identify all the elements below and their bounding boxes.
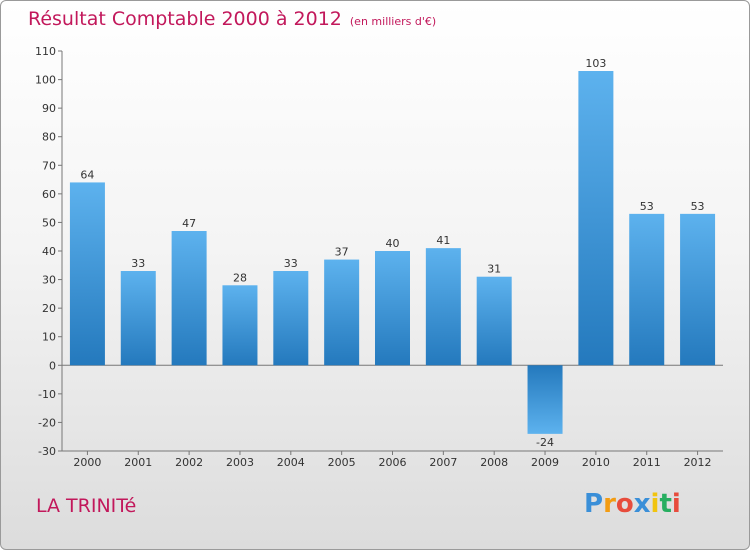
data-label: 33 xyxy=(131,257,145,270)
y-tick-label: 80 xyxy=(42,131,56,144)
bar xyxy=(375,251,410,366)
x-tick-label: 2006 xyxy=(379,456,407,469)
logo-letter: P xyxy=(584,489,604,519)
x-tick-label: 2011 xyxy=(633,456,661,469)
x-tick-label: 2003 xyxy=(226,456,254,469)
x-tick-label: 2007 xyxy=(429,456,457,469)
proxiti-logo: Proxiti xyxy=(584,489,681,519)
chart-unit: (en milliers d'€) xyxy=(349,15,437,28)
y-tick-label: 100 xyxy=(35,74,56,87)
x-tick-label: 2001 xyxy=(124,456,152,469)
y-tick-label: 70 xyxy=(42,159,56,172)
x-tick-label: 2002 xyxy=(175,456,203,469)
bars: 64 33 47 28 33 37 40 41 31 -24 103 53 53 xyxy=(69,57,716,449)
data-label: 37 xyxy=(335,246,349,259)
y-tick-label: -20 xyxy=(38,416,56,429)
bar xyxy=(527,365,563,434)
bar xyxy=(680,213,716,366)
x-tick-label: 2000 xyxy=(73,456,101,469)
chart-title-text: Résultat Comptable 2000 à 2012 xyxy=(28,8,342,30)
data-label: 47 xyxy=(182,217,196,230)
commune-name: LA TRINITé xyxy=(36,495,137,517)
data-label: 53 xyxy=(691,200,705,213)
logo-letter: i xyxy=(671,489,681,519)
y-tick-label: 60 xyxy=(42,188,56,201)
y-tick-label: 0 xyxy=(49,359,56,372)
y-tick-label: 110 xyxy=(35,45,56,58)
y-tick-label: 40 xyxy=(42,245,56,258)
x-tick-label: 2008 xyxy=(480,456,508,469)
y-tick-label: -30 xyxy=(38,445,56,458)
x-tick-label: 2012 xyxy=(684,456,712,469)
y-tick-label: 50 xyxy=(42,216,56,229)
bar xyxy=(120,271,156,366)
bar xyxy=(222,285,258,366)
data-label: 64 xyxy=(80,168,94,181)
data-label: 31 xyxy=(487,263,501,276)
bar xyxy=(629,213,665,366)
data-label: 41 xyxy=(436,234,450,247)
bar xyxy=(578,71,614,366)
x-tick-label: 2009 xyxy=(531,456,559,469)
logo-letter: t xyxy=(659,489,672,519)
bar xyxy=(425,248,461,366)
y-tick-label: 90 xyxy=(42,102,56,115)
bar xyxy=(171,231,207,366)
x-tick-label: 2004 xyxy=(277,456,305,469)
data-label: 40 xyxy=(386,237,400,250)
bar xyxy=(476,276,512,366)
bar xyxy=(69,182,105,366)
logo-letter: r xyxy=(603,489,616,519)
y-tick-label: 10 xyxy=(42,331,56,344)
data-label: 53 xyxy=(640,200,654,213)
x-tick-label: 2010 xyxy=(582,456,610,469)
data-label: 28 xyxy=(233,271,247,284)
x-tick-label: 2005 xyxy=(328,456,356,469)
data-label: -24 xyxy=(536,436,554,449)
logo-letter: o xyxy=(615,489,634,519)
y-tick-label: 30 xyxy=(42,274,56,287)
data-label: 103 xyxy=(585,57,606,70)
y-tick-label: -10 xyxy=(38,388,56,401)
logo-letter: i xyxy=(650,489,660,519)
chart-title: Résultat Comptable 2000 à 2012 (en millie… xyxy=(28,8,436,30)
bar xyxy=(273,271,309,366)
bar xyxy=(324,259,360,366)
y-tick-label: 20 xyxy=(42,302,56,315)
data-label: 33 xyxy=(284,257,298,270)
logo-letter: x xyxy=(633,489,651,519)
